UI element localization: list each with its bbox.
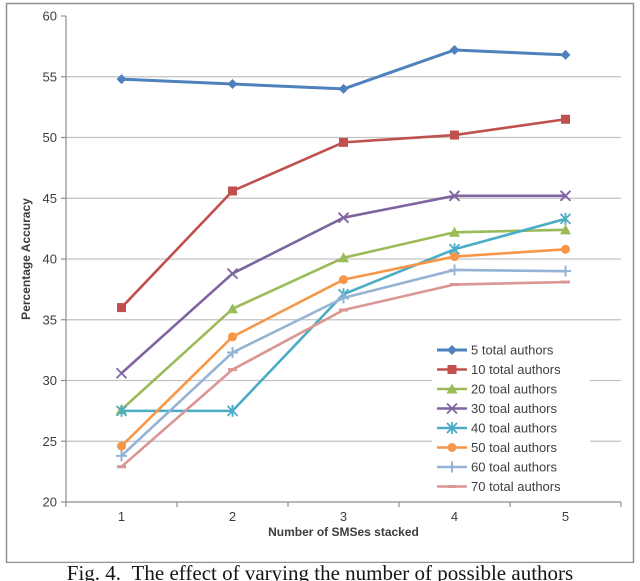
y-tick-label: 20: [43, 495, 57, 510]
series-marker-3: [449, 226, 460, 237]
series-marker-5: [559, 212, 572, 225]
y-tick-label: 30: [43, 373, 57, 388]
legend-marker: [447, 365, 457, 374]
series-marker-8: [117, 465, 126, 469]
series-marker-6: [450, 252, 459, 262]
series-marker-2: [450, 130, 459, 140]
series-marker-1: [449, 45, 460, 56]
legend-marker: [446, 422, 458, 434]
legend-marker: [446, 383, 458, 394]
y-axis-title: Percentage Accuracy: [19, 198, 33, 320]
series-marker-7: [338, 292, 349, 304]
x-axis-title: Number of SMSes stacked: [268, 525, 419, 539]
series-marker-4: [115, 367, 128, 379]
series-marker-1: [338, 83, 349, 94]
series-marker-7: [560, 265, 571, 277]
series-marker-7: [449, 264, 460, 276]
x-tick-label: 1: [118, 509, 125, 524]
y-tick-label: 45: [43, 191, 57, 206]
y-tick-label: 40: [43, 252, 57, 267]
series-marker-4: [448, 190, 461, 202]
legend-label: 20 toal authors: [471, 382, 558, 397]
x-tick-label: 3: [340, 509, 347, 524]
series-marker-6: [339, 275, 348, 285]
series-marker-3: [338, 252, 349, 263]
legend-label: 40 toal authors: [471, 421, 558, 436]
x-tick-label: 2: [229, 509, 236, 524]
series-marker-8: [450, 283, 459, 287]
series-marker-5: [226, 404, 239, 417]
legend-label: 5 total authors: [471, 343, 554, 358]
x-tick-label: 4: [451, 509, 458, 524]
series-marker-6: [117, 441, 126, 451]
series-marker-1: [227, 79, 238, 90]
series-marker-3: [227, 303, 238, 314]
legend-marker: [446, 461, 458, 473]
series-marker-4: [226, 267, 239, 280]
legend-marker: [446, 402, 458, 415]
legend-label: 30 toal authors: [471, 401, 558, 416]
series-marker-2: [228, 186, 237, 196]
series-marker-2: [117, 303, 126, 313]
series-marker-6: [228, 332, 237, 342]
y-tick-label: 60: [43, 9, 57, 24]
legend-marker: [447, 443, 457, 452]
series-marker-3: [560, 224, 571, 235]
series-marker-4: [337, 212, 350, 224]
series-marker-8: [561, 280, 570, 284]
x-tick-label: 5: [562, 509, 569, 524]
legend-label: 70 total authors: [471, 479, 561, 494]
series-marker-4: [559, 190, 572, 202]
y-tick-label: 25: [43, 434, 57, 449]
series-marker-7: [116, 450, 127, 462]
legend-marker: [447, 345, 457, 355]
y-tick-label: 35: [43, 312, 57, 327]
series-marker-6: [561, 244, 570, 254]
legend-label: 10 total authors: [471, 362, 561, 377]
series-marker-7: [227, 347, 238, 359]
legend-box: [432, 336, 590, 498]
legend-marker: [447, 485, 457, 488]
series-marker-1: [560, 49, 571, 60]
series-marker-2: [339, 137, 348, 147]
series-marker-8: [339, 308, 348, 312]
legend-label: 50 toal authors: [471, 440, 558, 455]
legend-label: 60 toal authors: [471, 460, 558, 475]
y-tick-label: 50: [43, 130, 57, 145]
y-tick-label: 55: [43, 69, 57, 84]
series-marker-5: [115, 404, 128, 417]
series-marker-8: [228, 368, 237, 372]
figure-caption: Fig. 4. The effect of varying the number…: [66, 561, 574, 581]
series-marker-1: [116, 74, 127, 85]
series-marker-2: [561, 114, 570, 124]
